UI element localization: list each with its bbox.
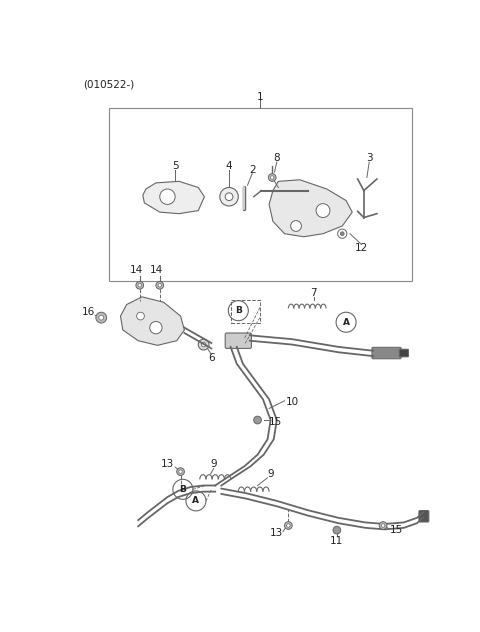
- Circle shape: [138, 284, 142, 287]
- FancyBboxPatch shape: [399, 349, 408, 357]
- Bar: [109, 108, 411, 281]
- FancyBboxPatch shape: [225, 333, 252, 348]
- Text: A: A: [343, 318, 349, 327]
- Text: 4: 4: [226, 161, 232, 171]
- Circle shape: [179, 470, 182, 473]
- Bar: [230, 300, 260, 323]
- Text: 13: 13: [270, 528, 283, 538]
- Text: 9: 9: [210, 459, 217, 469]
- Circle shape: [225, 193, 233, 200]
- Text: 15: 15: [269, 416, 282, 427]
- FancyBboxPatch shape: [419, 511, 429, 522]
- Text: 9: 9: [267, 469, 274, 479]
- Circle shape: [150, 322, 162, 334]
- Text: 5: 5: [172, 161, 179, 171]
- Text: 1: 1: [256, 92, 263, 102]
- Text: A: A: [192, 496, 200, 506]
- Text: 12: 12: [355, 243, 368, 253]
- Text: 14: 14: [150, 265, 163, 275]
- Circle shape: [291, 221, 301, 231]
- Circle shape: [270, 176, 274, 179]
- Text: (010522-): (010522-): [83, 79, 134, 89]
- Circle shape: [136, 281, 144, 289]
- Circle shape: [333, 526, 341, 534]
- Circle shape: [137, 312, 144, 320]
- Circle shape: [381, 524, 385, 527]
- Circle shape: [220, 188, 238, 206]
- Circle shape: [99, 315, 104, 320]
- Text: 15: 15: [390, 525, 403, 535]
- Text: 13: 13: [161, 459, 174, 469]
- Circle shape: [287, 524, 290, 527]
- Circle shape: [337, 229, 347, 238]
- Text: 11: 11: [330, 536, 344, 546]
- Text: B: B: [180, 485, 186, 494]
- Polygon shape: [269, 179, 352, 237]
- Text: B: B: [235, 306, 242, 315]
- Circle shape: [158, 284, 161, 287]
- Text: 6: 6: [208, 353, 215, 363]
- Text: 16: 16: [82, 307, 95, 317]
- Text: 14: 14: [130, 265, 144, 275]
- Circle shape: [285, 521, 292, 530]
- Circle shape: [316, 204, 330, 217]
- Circle shape: [177, 468, 184, 475]
- Circle shape: [156, 281, 164, 289]
- Circle shape: [96, 312, 107, 323]
- Circle shape: [160, 189, 175, 204]
- Circle shape: [268, 174, 276, 181]
- Text: 8: 8: [274, 153, 280, 163]
- Text: 7: 7: [311, 288, 317, 298]
- Polygon shape: [120, 297, 184, 345]
- Circle shape: [379, 521, 387, 530]
- Text: 3: 3: [366, 153, 372, 163]
- Text: 10: 10: [286, 398, 299, 407]
- Text: 2: 2: [249, 165, 255, 175]
- Circle shape: [340, 232, 344, 236]
- Circle shape: [198, 339, 209, 350]
- Circle shape: [254, 416, 262, 424]
- Circle shape: [201, 343, 206, 347]
- FancyBboxPatch shape: [372, 347, 401, 359]
- Polygon shape: [143, 181, 204, 214]
